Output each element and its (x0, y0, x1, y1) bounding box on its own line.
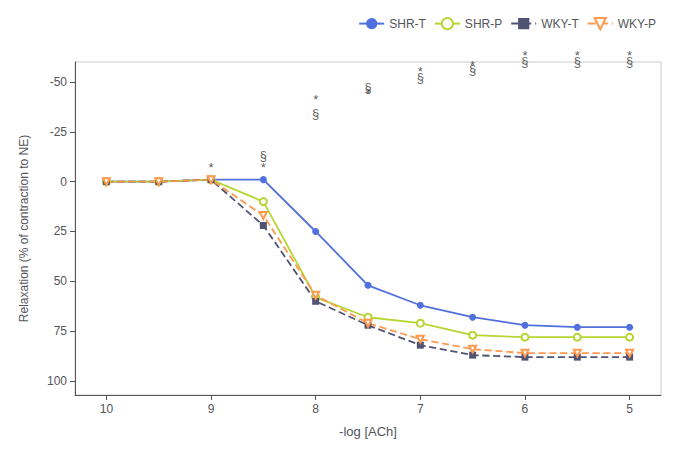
svg-text:9: 9 (208, 402, 215, 416)
svg-text:6: 6 (522, 402, 529, 416)
svg-text:50: 50 (54, 274, 68, 288)
svg-text:*: * (627, 48, 632, 63)
svg-text:*: * (522, 48, 527, 63)
svg-text:*: * (418, 64, 423, 79)
svg-text:SHR-T: SHR-T (389, 17, 426, 31)
svg-text:*: * (365, 86, 370, 101)
svg-text:Relaxation (% of contraction t: Relaxation (% of contraction to NE) (17, 135, 31, 322)
svg-text:7: 7 (417, 402, 424, 416)
svg-text:§: § (312, 106, 319, 121)
svg-text:WKY-T: WKY-T (541, 17, 579, 31)
svg-text:*: * (261, 160, 266, 175)
svg-text:5: 5 (626, 402, 633, 416)
svg-text:10: 10 (100, 402, 114, 416)
svg-text:75: 75 (54, 324, 68, 338)
svg-text:-50: -50 (50, 75, 68, 89)
svg-text:100: 100 (47, 374, 67, 388)
svg-text:25: 25 (54, 224, 68, 238)
svg-text:0: 0 (60, 175, 67, 189)
svg-text:SHR-P: SHR-P (465, 17, 502, 31)
svg-text:8: 8 (312, 402, 319, 416)
svg-text:-log [ACh]: -log [ACh] (339, 424, 397, 439)
svg-text:*: * (575, 48, 580, 63)
svg-text:-25: -25 (50, 125, 68, 139)
svg-text:*: * (209, 160, 214, 175)
svg-text:*: * (470, 58, 475, 73)
svg-text:*: * (313, 92, 318, 107)
svg-text:WKY-P: WKY-P (618, 17, 656, 31)
